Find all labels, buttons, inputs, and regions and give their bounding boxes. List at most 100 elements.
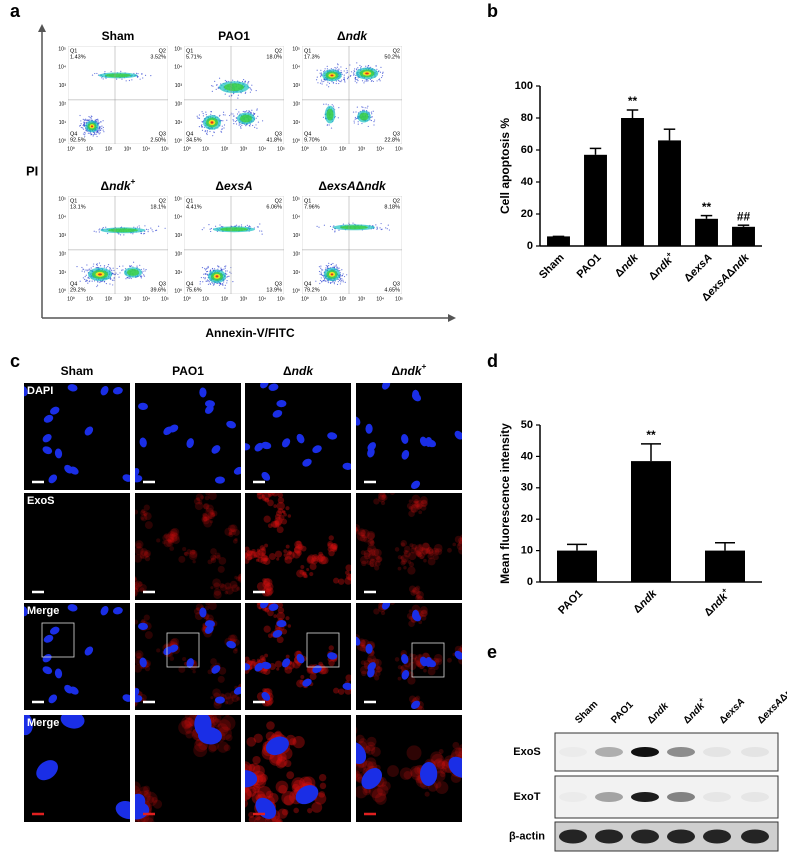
- event-dot: [257, 116, 258, 117]
- exos-signal: [268, 633, 273, 638]
- event-dot: [385, 227, 386, 228]
- event-dot: [100, 265, 101, 266]
- exos-signal: [408, 620, 415, 627]
- exos-signal: [307, 808, 312, 813]
- exos-signal: [370, 558, 375, 563]
- event-dot: [136, 265, 137, 266]
- event-dot: [373, 111, 374, 112]
- event-dot: [87, 119, 88, 120]
- event-dot: [86, 269, 87, 270]
- event-dot: [119, 266, 120, 267]
- band: [667, 830, 695, 844]
- event-dot: [118, 233, 119, 234]
- event-dot: [84, 271, 85, 272]
- column-title: Δndk+: [392, 361, 427, 378]
- event-dot: [240, 124, 241, 125]
- event-dot: [96, 119, 97, 120]
- exos-signal: [261, 822, 270, 831]
- x-tick-label: 10¹: [202, 296, 210, 302]
- exos-signal: [285, 616, 289, 620]
- exos-signal: [135, 540, 144, 549]
- event-dot: [113, 273, 114, 274]
- y-tick-label: 10⁴: [292, 215, 300, 221]
- quadrant-percent: 92.5%: [70, 137, 86, 143]
- event-dot: [250, 92, 251, 93]
- event-dot: [245, 93, 246, 94]
- y-tick-label: 10¹: [59, 270, 67, 276]
- event-dot: [232, 113, 233, 114]
- x-tick-label: 10²: [105, 296, 113, 302]
- exos-signal: [156, 538, 160, 542]
- exos-signal: [403, 550, 407, 554]
- event-dot: [202, 130, 203, 131]
- exos-signal: [134, 554, 142, 562]
- x-tick-label: 10⁴: [142, 296, 150, 302]
- event-dot: [371, 120, 372, 121]
- exos-signal: [468, 749, 476, 757]
- event-dot: [226, 282, 227, 283]
- event-dot: [366, 81, 367, 82]
- x-tick-label: 10⁵: [161, 146, 169, 152]
- event-dot: [201, 125, 202, 126]
- plot-frame: [184, 46, 284, 144]
- event-dot: [229, 115, 230, 116]
- quadrant-percent: 8.18%: [384, 204, 400, 210]
- exos-signal: [210, 586, 213, 589]
- event-dot: [389, 229, 390, 230]
- event-dot: [129, 278, 130, 279]
- event-dot: [104, 266, 105, 267]
- y-tick-label: 10⁵: [174, 196, 182, 202]
- event-dot: [203, 274, 204, 275]
- event-dot: [355, 117, 356, 118]
- exos-signal: [439, 749, 444, 754]
- exos-signal: [259, 496, 262, 499]
- event-dot: [232, 80, 233, 81]
- event-dot: [329, 83, 330, 84]
- exos-signal: [321, 666, 329, 674]
- event-dot: [119, 272, 120, 273]
- x-tick-label: 10²: [339, 296, 347, 302]
- exos-signal: [370, 541, 375, 546]
- quadrant-percent: 17.3%: [304, 54, 320, 60]
- event-dot: [222, 126, 223, 127]
- exos-signal: [472, 751, 481, 760]
- exos-signal: [395, 547, 399, 551]
- y-tick-label: 10³: [175, 83, 183, 89]
- event-dot: [81, 127, 82, 128]
- event-dot: [104, 281, 105, 282]
- event-dot: [240, 128, 241, 129]
- row-label: Merge: [27, 605, 59, 617]
- event-dot: [323, 104, 324, 105]
- exos-signal: [185, 730, 193, 738]
- event-dot: [320, 274, 321, 275]
- event-dot: [107, 266, 108, 267]
- event-dot: [330, 226, 331, 227]
- event-dot: [250, 88, 251, 89]
- event-dot: [344, 276, 345, 277]
- exos-signal: [327, 541, 333, 547]
- event-dot: [226, 280, 227, 281]
- event-dot: [115, 273, 116, 274]
- event-dot: [361, 106, 362, 107]
- band: [595, 792, 623, 802]
- exos-signal: [345, 564, 352, 571]
- event-dot: [339, 81, 340, 82]
- event-dot: [206, 133, 207, 134]
- event-dot: [334, 230, 335, 231]
- event-dot: [336, 83, 337, 84]
- event-dot: [94, 134, 95, 135]
- event-dot: [343, 223, 344, 224]
- event-dot: [343, 281, 344, 282]
- exos-signal: [202, 517, 210, 525]
- density: [127, 269, 139, 276]
- event-dot: [382, 75, 383, 76]
- x-tick-label: 10¹: [320, 296, 328, 302]
- event-dot: [345, 282, 346, 283]
- event-dot: [324, 280, 325, 281]
- event-dot: [143, 268, 144, 269]
- event-dot: [85, 119, 86, 120]
- y-tick-label: 40: [521, 176, 533, 188]
- event-dot: [338, 117, 339, 118]
- event-dot: [125, 268, 126, 269]
- event-dot: [382, 73, 383, 74]
